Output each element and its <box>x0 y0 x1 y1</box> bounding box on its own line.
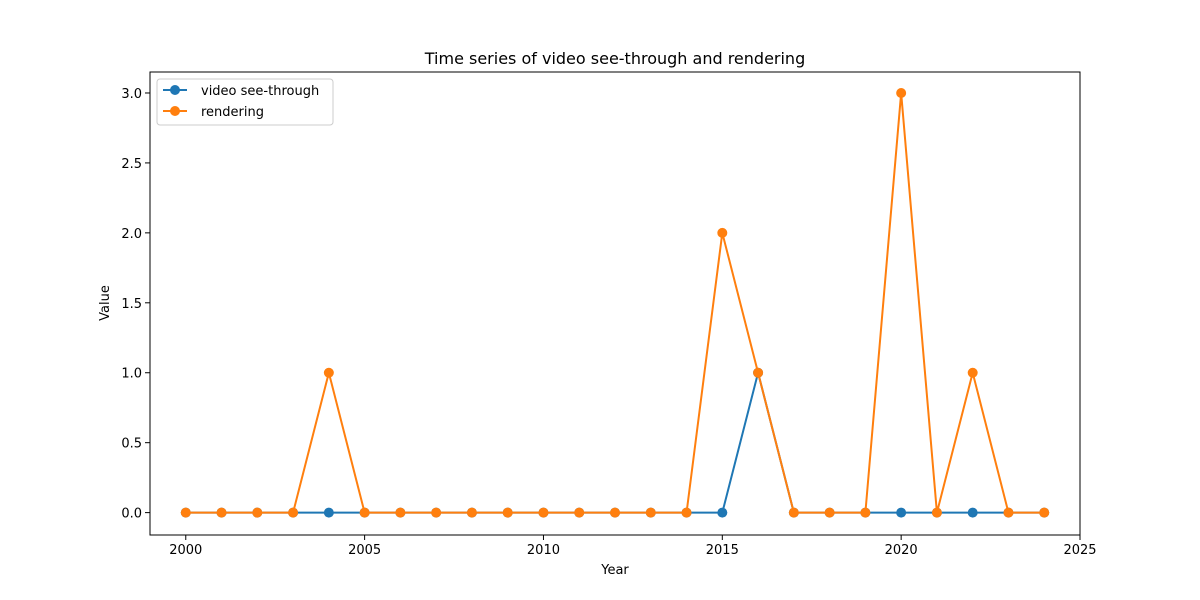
data-point-rendering <box>824 507 835 518</box>
data-point-rendering <box>395 507 406 518</box>
data-point-rendering <box>216 507 227 518</box>
data-point-rendering <box>610 507 620 518</box>
chart-title: Time series of video see-through and ren… <box>424 49 805 68</box>
data-point-rendering <box>323 367 334 378</box>
legend-frame <box>156 78 334 126</box>
x-axis-title: Year <box>600 563 629 578</box>
data-point-rendering <box>896 87 907 98</box>
x-tick-label: 2025 <box>1063 543 1096 558</box>
data-point-rendering <box>681 507 692 518</box>
data-point-rendering <box>931 507 942 518</box>
data-point-rendering <box>538 507 549 518</box>
data-point-rendering <box>502 507 513 518</box>
y-tick-label: 1.0 <box>121 367 142 382</box>
x-tick-label: 2020 <box>885 543 918 558</box>
data-point-rendering <box>967 367 978 378</box>
data-point-rendering <box>466 507 477 518</box>
y-axis-title: Value <box>98 285 113 321</box>
x-tick-label: 2015 <box>706 543 739 558</box>
x-tick-label: 2010 <box>527 543 560 558</box>
legend-marker-video-see-through <box>170 85 180 95</box>
data-point-rendering <box>288 507 299 518</box>
data-point-rendering <box>1003 507 1014 518</box>
x-tick-label: 2000 <box>169 543 202 558</box>
y-tick-label: 2.0 <box>121 227 142 242</box>
y-tick-label: 0.5 <box>121 437 142 452</box>
x-tick-label: 2005 <box>348 543 381 558</box>
legend-marker-rendering <box>170 106 180 116</box>
y-tick-label: 1.5 <box>121 297 142 312</box>
data-point-rendering <box>359 507 370 518</box>
y-tick-label: 0.0 <box>121 507 142 522</box>
data-point-rendering <box>574 507 585 518</box>
legend: video see-through rendering <box>156 78 334 126</box>
data-point-rendering <box>788 507 799 518</box>
data-point-rendering <box>252 507 263 518</box>
plot-area-frame <box>149 71 1081 536</box>
data-point-rendering <box>860 507 871 518</box>
data-point-video-see-through <box>896 507 907 518</box>
data-point-rendering <box>1039 507 1050 518</box>
data-point-rendering <box>180 507 191 518</box>
data-point-rendering <box>645 507 656 518</box>
y-tick-label: 3.0 <box>121 87 142 102</box>
data-point-video-see-through <box>967 507 978 518</box>
data-point-rendering <box>431 507 442 518</box>
data-point-video-see-through <box>717 507 728 518</box>
data-point-rendering <box>717 227 728 238</box>
legend-label-rendering: rendering <box>201 105 264 120</box>
data-point-video-see-through <box>323 507 334 518</box>
legend-label-video-see-through: video see-through <box>201 84 319 99</box>
y-tick-label: 2.5 <box>121 157 142 172</box>
data-point-rendering <box>753 367 764 378</box>
